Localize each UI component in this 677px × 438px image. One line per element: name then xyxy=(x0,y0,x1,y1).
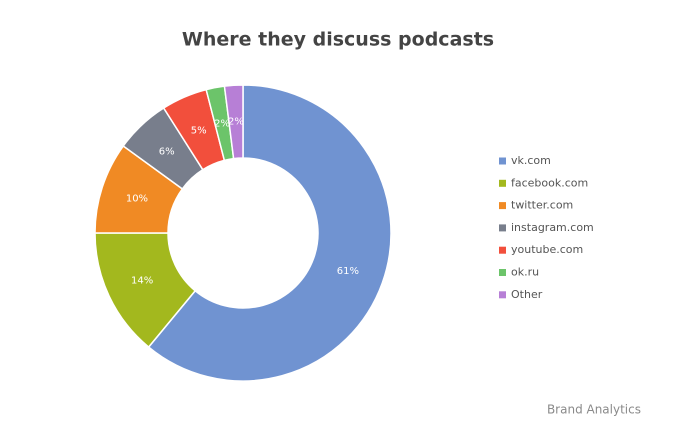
legend-marker xyxy=(499,269,506,276)
data-label: 14% xyxy=(131,275,153,286)
legend-label: facebook.com xyxy=(511,176,588,189)
legend-label: ok.ru xyxy=(511,266,539,279)
legend-marker xyxy=(499,224,506,232)
data-label: 61% xyxy=(337,266,359,277)
legend-label: youtube.com xyxy=(511,243,583,256)
data-label: 6% xyxy=(159,147,175,158)
legend-label: Other xyxy=(511,288,543,301)
legend-label: twitter.com xyxy=(511,199,573,212)
donut-segment xyxy=(147,84,392,382)
legend-label: instagram.com xyxy=(511,221,594,234)
legend-marker xyxy=(499,291,506,299)
legend-marker xyxy=(499,157,506,165)
chart-title: Where they discuss podcasts xyxy=(182,29,494,51)
donut-segment xyxy=(223,84,244,160)
data-label: 5% xyxy=(191,126,207,137)
data-label: 2% xyxy=(214,118,230,129)
data-label: 10% xyxy=(126,194,148,205)
source-label: Brand Analytics xyxy=(547,403,641,417)
legend-marker xyxy=(499,246,506,254)
legend-marker xyxy=(499,179,506,187)
legend-marker xyxy=(499,202,506,210)
legend-label: vk.com xyxy=(511,154,551,167)
data-label: 2% xyxy=(228,117,244,128)
